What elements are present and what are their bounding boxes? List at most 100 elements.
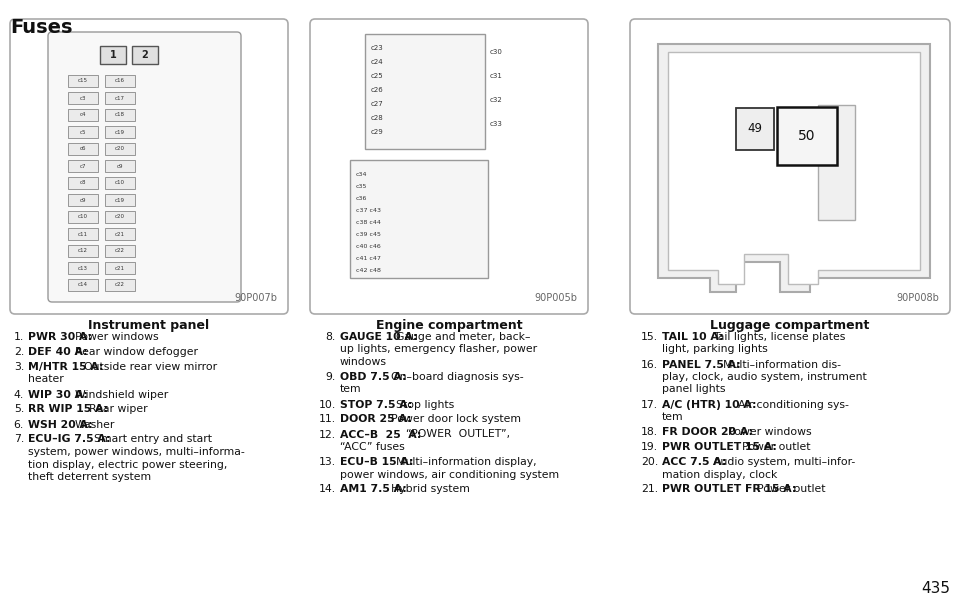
Bar [68,279,98,291]
Text: FR DOOR 20 A:: FR DOOR 20 A: [662,427,753,437]
Text: c12: c12 [78,248,88,254]
Text: 9.: 9. [325,372,336,382]
Text: WSH 20 A:: WSH 20 A: [28,420,92,429]
Text: c24: c24 [371,59,384,65]
Bar [105,143,135,155]
Text: OBD 7.5 A:: OBD 7.5 A: [340,372,406,382]
Bar [68,211,98,223]
Text: 8.: 8. [325,332,336,342]
Bar [105,126,135,138]
Text: c39 c45: c39 c45 [356,231,381,237]
Text: play, clock, audio system, instrument: play, clock, audio system, instrument [662,372,867,382]
Text: 90P008b: 90P008b [896,293,939,303]
Text: Rear wiper: Rear wiper [89,405,148,414]
Text: 21.: 21. [641,484,658,495]
Text: tem: tem [662,412,684,422]
Bar [105,194,135,206]
Text: c27: c27 [371,101,384,107]
Bar [105,211,135,223]
Text: 19.: 19. [641,442,658,452]
Text: Stop lights: Stop lights [396,399,454,410]
Text: Air conditioning sys-: Air conditioning sys- [737,399,849,410]
Text: up lights, emergency flasher, power: up lights, emergency flasher, power [340,344,538,355]
Bar [68,194,98,206]
Text: c28: c28 [371,115,384,121]
Text: 1: 1 [109,50,116,60]
Text: windows: windows [340,357,387,367]
Text: 18.: 18. [641,427,658,437]
Text: light, parking lights: light, parking lights [662,344,768,355]
Text: 15.: 15. [641,332,658,342]
Text: DOOR 25 A:: DOOR 25 A: [340,414,412,425]
Text: 5.: 5. [13,405,24,414]
Text: Luggage compartment: Luggage compartment [710,319,870,332]
Text: system, power windows, multi–informa-: system, power windows, multi–informa- [28,447,245,457]
Text: 2.: 2. [13,347,24,357]
Text: c10: c10 [78,214,88,219]
Text: c17: c17 [115,95,125,100]
Text: WIP 30 A:: WIP 30 A: [28,390,87,399]
Text: Smart entry and start: Smart entry and start [94,434,212,445]
Bar [105,177,135,189]
Text: c10: c10 [115,181,125,185]
Bar [105,262,135,274]
Bar [68,228,98,240]
Text: c15: c15 [78,79,88,83]
Text: c20: c20 [115,214,125,219]
Bar [105,75,135,87]
Text: c7: c7 [80,164,86,169]
Bar [68,126,98,138]
Text: RR WIP 15 A:: RR WIP 15 A: [28,405,108,414]
Text: c41 c47: c41 c47 [356,255,381,260]
Text: c16: c16 [115,79,125,83]
Text: c33: c33 [490,121,503,127]
Text: c40 c46: c40 c46 [356,243,381,248]
Text: Power windows: Power windows [75,332,158,342]
Text: M/HTR 15 A:: M/HTR 15 A: [28,362,104,372]
Text: Power windows: Power windows [728,427,811,437]
FancyBboxPatch shape [48,32,241,302]
Text: c36: c36 [356,196,368,201]
Text: c31: c31 [490,73,503,79]
Text: c29: c29 [371,129,384,135]
Text: theft deterrent system: theft deterrent system [28,472,151,482]
Text: c3: c3 [80,95,86,100]
Text: c34: c34 [356,172,368,176]
Text: c30: c30 [490,49,503,55]
Text: 16.: 16. [641,359,658,370]
Text: 49: 49 [748,123,762,135]
Bar [68,160,98,172]
Text: PWR OUTLET FR 15 A:: PWR OUTLET FR 15 A: [662,484,797,495]
Text: tion display, electric power steering,: tion display, electric power steering, [28,460,228,469]
Text: c8: c8 [80,181,86,185]
Bar [105,92,135,104]
Text: c38 c44: c38 c44 [356,219,381,225]
Text: Gauge and meter, back–: Gauge and meter, back– [396,332,531,342]
Text: 17.: 17. [641,399,658,410]
Bar [68,92,98,104]
Text: c23: c23 [371,45,384,51]
Text: 50: 50 [799,129,816,143]
Text: 14.: 14. [319,484,336,495]
Text: 6.: 6. [13,420,24,429]
Text: ECU–IG 7.5 A:: ECU–IG 7.5 A: [28,434,110,445]
Text: Rear window defogger: Rear window defogger [75,347,198,357]
Text: c42 c48: c42 c48 [356,268,381,272]
Text: Power door lock system: Power door lock system [392,414,521,425]
Text: c18: c18 [115,112,125,118]
Text: STOP 7.5 A:: STOP 7.5 A: [340,399,413,410]
Text: c4: c4 [80,112,86,118]
Polygon shape [818,105,855,220]
Bar [68,143,98,155]
Text: c35: c35 [356,184,368,188]
Bar [736,108,774,150]
Text: c5: c5 [80,129,86,135]
Text: GAUGE 10 A:: GAUGE 10 A: [340,332,418,342]
Bar [105,109,135,121]
Text: 12.: 12. [319,429,336,440]
Text: 4.: 4. [13,390,24,399]
Text: heater: heater [28,374,63,385]
Text: c11: c11 [78,231,88,237]
Text: c19: c19 [115,129,125,135]
Bar [365,34,485,149]
